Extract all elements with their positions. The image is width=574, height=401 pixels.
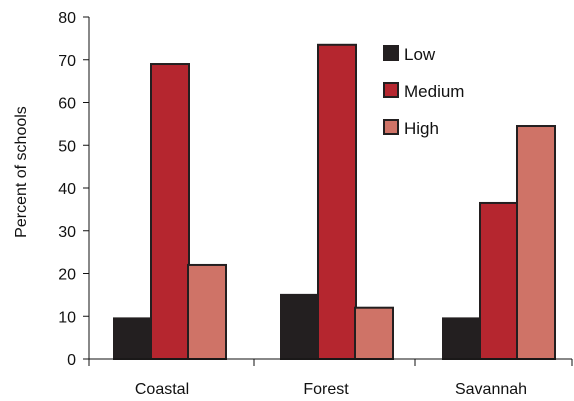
axes: 0 10 20 30 40 50 60 70 80 Coastal Forest Savannah [58,10,573,398]
legend-swatch-medium [383,82,399,98]
x-tick-label-forest: Forest [303,381,349,398]
legend-swatch-low [383,45,399,61]
bar-coastal-medium [150,63,190,361]
x-tick-label-savannah: Savannah [455,381,527,398]
y-tick-label-0: 0 [67,352,76,369]
y-tick-label-50: 50 [58,138,76,155]
y-tick-label-70: 70 [58,53,76,70]
bar-coastal-low [113,317,153,361]
legend-label-high: High [404,119,439,138]
bar-forest-medium [317,43,357,360]
legend-label-medium: Medium [404,82,464,101]
bar-forest-low [280,293,320,360]
bar-savannah-medium [479,201,519,360]
bar-coastal-high [187,263,227,361]
plot-area [113,43,556,361]
y-tick-label-30: 30 [58,224,76,241]
bar-savannah-high [516,125,556,360]
y-axis-title: Percent of schools [13,106,30,238]
legend-label-low: Low [404,45,436,64]
y-tick-label-40: 40 [58,181,76,198]
legend-swatch-high [383,119,399,135]
bar-savannah-low [442,317,482,361]
x-tick-label-coastal: Coastal [135,381,189,398]
bar-forest-high [354,306,394,361]
y-tick-label-20: 20 [58,267,76,284]
y-tick-label-80: 80 [58,10,76,27]
legend: Low Medium High [383,45,464,138]
y-tick-label-10: 10 [58,309,76,326]
y-tick-label-60: 60 [58,96,76,113]
